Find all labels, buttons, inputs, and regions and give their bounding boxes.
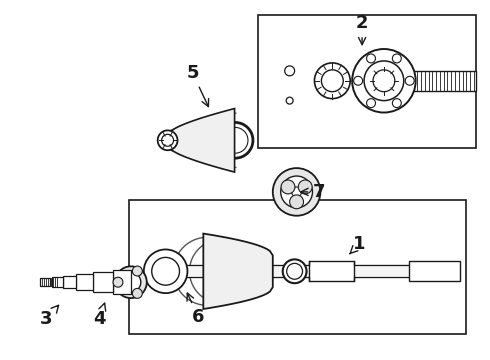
Circle shape — [144, 249, 188, 293]
Circle shape — [290, 195, 303, 209]
Circle shape — [162, 134, 173, 146]
Circle shape — [281, 180, 295, 194]
Bar — [258, 15, 476, 148]
Circle shape — [367, 54, 375, 63]
Polygon shape — [203, 234, 273, 309]
Circle shape — [158, 130, 177, 150]
Bar — [407, 71, 476, 91]
Circle shape — [315, 63, 350, 99]
Circle shape — [283, 260, 307, 283]
Bar — [76, 274, 93, 290]
Text: 4: 4 — [93, 303, 106, 328]
Bar — [310, 261, 354, 281]
Circle shape — [281, 176, 313, 208]
Circle shape — [286, 97, 293, 104]
Bar — [51, 277, 63, 287]
Circle shape — [285, 66, 294, 76]
Circle shape — [152, 257, 179, 285]
Circle shape — [273, 168, 320, 216]
Bar — [129, 200, 466, 334]
Bar — [93, 272, 113, 292]
Circle shape — [292, 187, 301, 197]
Bar — [113, 270, 131, 294]
Circle shape — [287, 264, 302, 279]
Text: 2: 2 — [356, 14, 368, 45]
Circle shape — [392, 99, 401, 108]
Circle shape — [132, 288, 142, 298]
Circle shape — [354, 76, 363, 85]
Text: 6: 6 — [187, 293, 205, 326]
Circle shape — [121, 272, 141, 292]
Circle shape — [405, 76, 414, 85]
Circle shape — [321, 70, 343, 92]
Bar — [156, 265, 453, 277]
Circle shape — [115, 266, 147, 298]
Polygon shape — [170, 109, 235, 172]
Circle shape — [132, 266, 142, 276]
Circle shape — [352, 49, 416, 113]
Circle shape — [298, 180, 312, 194]
Circle shape — [113, 277, 123, 287]
Bar — [40, 278, 49, 286]
Circle shape — [392, 54, 401, 63]
Text: 5: 5 — [186, 64, 209, 107]
Text: 7: 7 — [301, 183, 326, 201]
Circle shape — [367, 99, 375, 108]
Bar — [63, 276, 76, 288]
Circle shape — [364, 61, 404, 100]
Text: 1: 1 — [350, 235, 366, 254]
Bar — [409, 261, 460, 281]
Text: 3: 3 — [40, 305, 59, 328]
Circle shape — [373, 70, 395, 92]
